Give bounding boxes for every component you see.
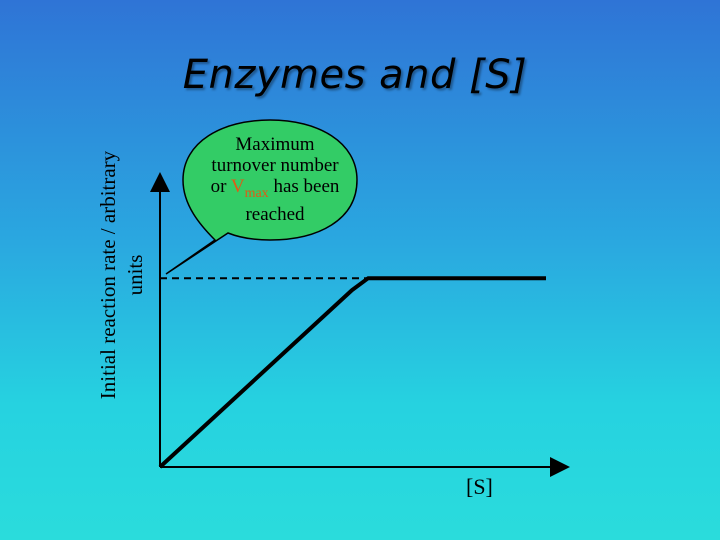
y-axis-label: Initial reaction rate / arbitrary units [96, 150, 147, 400]
callout-line-2: turnover number [211, 155, 339, 176]
series-line-reaction-rate [158, 276, 546, 469]
callout-line-3-suffix: has been [268, 176, 340, 197]
vmax-subscript: max [244, 185, 269, 201]
slide-title: Enzymes and [S] [182, 52, 528, 98]
callout-bubble [165, 119, 358, 275]
vmax-symbol: V [230, 176, 245, 197]
callout-line-3-prefix: or [210, 176, 231, 197]
x-axis-label: [S] [466, 474, 493, 499]
callout-line-4: reached [245, 203, 305, 225]
callout-text: Maximum turnover number or Vmax has been… [190, 134, 360, 225]
callout-line-1: Maximum [235, 134, 315, 155]
